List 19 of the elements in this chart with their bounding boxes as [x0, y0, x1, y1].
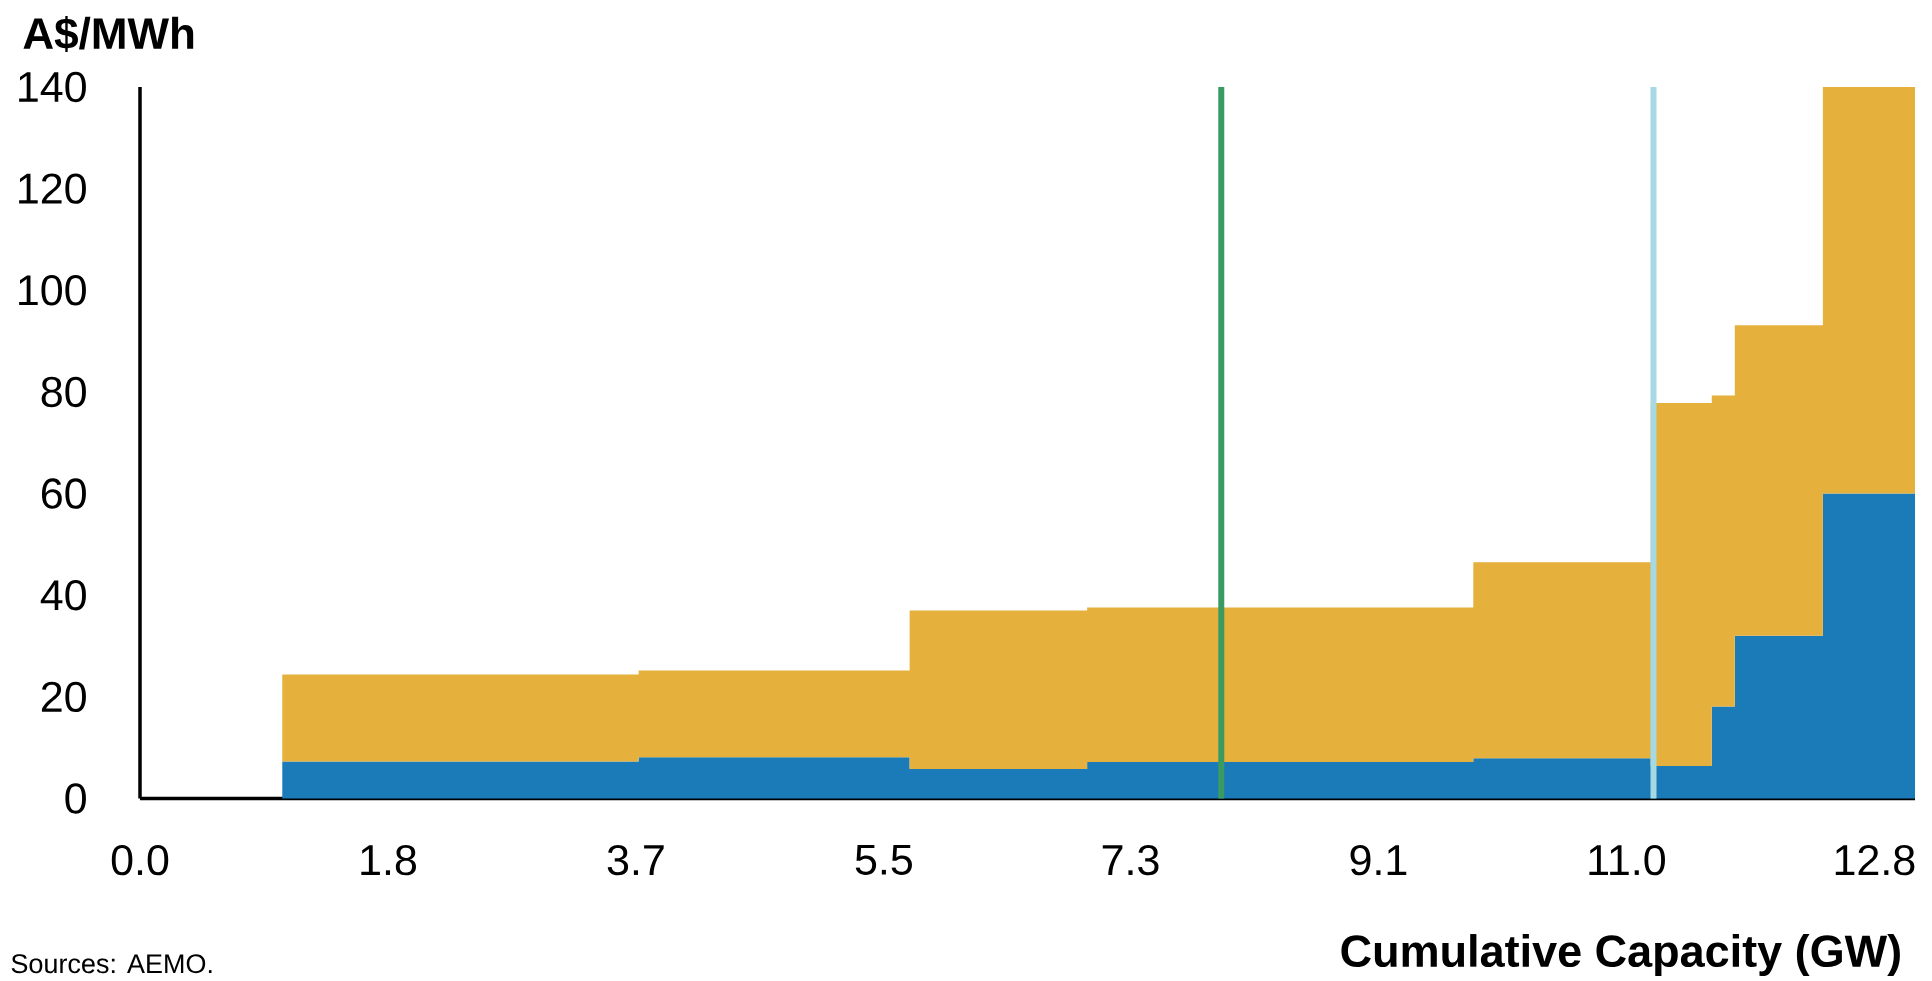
y-tick-label: 140	[19, 71, 86, 103]
x-tick-label: 9.1	[1350, 844, 1407, 876]
y-tick-label: 0	[65, 783, 86, 814]
y-tick-label: 120	[19, 173, 86, 204]
y-tick-label: 40	[40, 580, 86, 611]
source-note: Sources: AEMO.	[11, 954, 212, 974]
x-tick-label: 5.5	[855, 844, 912, 875]
x-axis-title: Cumulative Capacity (GW)	[1341, 934, 1900, 977]
x-tick-label: 7.3	[1102, 844, 1159, 876]
y-tick-label: 60	[41, 478, 86, 509]
y-tick-label: 80	[41, 376, 86, 408]
y-tick-label: 100	[19, 275, 86, 306]
x-tick-label: 11.0	[1589, 844, 1665, 876]
x-tick-label: 0.0	[111, 844, 169, 876]
y-tick-label: 20	[41, 681, 86, 713]
x-tick-label: 3.7	[607, 844, 664, 876]
x-tick-label: 12.8	[1835, 844, 1915, 876]
x-tick-label: 1.8	[361, 844, 416, 876]
y-axis-title: A$/MWh	[23, 16, 194, 52]
